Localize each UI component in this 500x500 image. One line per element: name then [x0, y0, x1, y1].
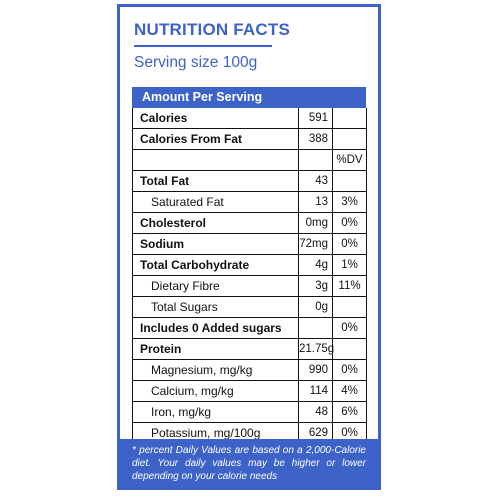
nutrition-label: NUTRITION FACTS Serving size 100g Amount… [117, 4, 381, 490]
nutrient-dv: 3% [333, 192, 367, 212]
nutrient-dv [333, 129, 367, 149]
serving-size: Serving size 100g [134, 54, 258, 71]
nutrient-name: Cholesterol [133, 213, 299, 233]
nutrient-name: Saturated Fat [133, 192, 299, 212]
nutrient-amount: 48 [299, 402, 333, 422]
nutrient-amount: 0mg [299, 213, 333, 233]
daily-value-footnote: * percent Daily Values are based on a 2,… [120, 439, 378, 487]
nutrient-row: Total Carbohydrate 4g 1% [133, 255, 367, 276]
nutrient-amount: 3g [299, 276, 333, 296]
nutrient-dv: 0% [333, 360, 367, 380]
nutrient-dv: 0% [333, 213, 367, 233]
nutrient-dv [333, 108, 367, 128]
nutrient-amount: 21.75g [299, 339, 334, 359]
nutrient-name: Magnesium, mg/kg [133, 360, 299, 380]
nutrient-amount: 990 [299, 360, 333, 380]
amount-per-serving-header: Amount Per Serving [132, 87, 366, 108]
nutrient-amount: 72mg [299, 234, 333, 254]
nutrient-dv: 0% [333, 318, 367, 338]
nutrient-amount: 0g [299, 297, 333, 317]
nutrient-dv [333, 297, 367, 317]
nutrient-amount [299, 318, 333, 338]
nutrient-row: Protein 21.75g [133, 339, 367, 360]
nutrient-row: Saturated Fat 13 3% [133, 192, 367, 213]
nutrient-amount: 43 [299, 171, 333, 191]
nutrient-row: Total Sugars 0g [133, 297, 367, 318]
nutrient-row: Magnesium, mg/kg 990 0% [133, 360, 367, 381]
nutrient-amount: 591 [299, 108, 333, 128]
nutrient-row: Sodium 72mg 0% [133, 234, 367, 255]
nutrient-name: Calcium, mg/kg [133, 381, 299, 401]
nutrient-row: %DV [133, 150, 367, 171]
nutrient-amount: 114 [299, 381, 333, 401]
nutrient-name: Includes 0 Added sugars [133, 318, 299, 338]
nutrient-dv: 6% [333, 402, 367, 422]
nutrient-name: Total Carbohydrate [133, 255, 299, 275]
nutrient-amount: 4g [299, 255, 333, 275]
nutrient-dv: 4% [333, 381, 367, 401]
nutrient-amount: 629 [299, 423, 333, 443]
nutrient-amount: 388 [299, 129, 333, 149]
nutrient-dv: 0% [333, 234, 367, 254]
nutrient-name: Calories [133, 108, 299, 128]
nutrient-row: Iron, mg/kg 48 6% [133, 402, 367, 423]
label-title: NUTRITION FACTS [134, 20, 290, 39]
nutrient-name: Dietary Fibre [133, 276, 299, 296]
nutrient-amount [299, 150, 333, 170]
nutrient-dv: 0% [333, 423, 367, 443]
nutrient-row: Includes 0 Added sugars 0% [133, 318, 367, 339]
nutrient-name [133, 150, 299, 170]
nutrient-amount: 13 [299, 192, 333, 212]
nutrient-row: Cholesterol 0mg 0% [133, 213, 367, 234]
nutrient-name: Calories From Fat [133, 129, 299, 149]
nutrient-name: Total Fat [133, 171, 299, 191]
nutrient-dv: 1% [333, 255, 367, 275]
nutrient-row: Dietary Fibre 3g 11% [133, 276, 367, 297]
nutrient-name: Total Sugars [133, 297, 299, 317]
title-underline [134, 45, 272, 47]
nutrient-row: Calories From Fat 388 [133, 129, 367, 150]
nutrition-table: Calories 591 Calories From Fat 388 %DV Total … [132, 108, 367, 444]
nutrient-name: Sodium [133, 234, 299, 254]
nutrient-row: Calories 591 [133, 108, 367, 129]
nutrient-row: Calcium, mg/kg 114 4% [133, 381, 367, 402]
nutrient-name: Potassium, mg/100g [133, 423, 299, 443]
nutrient-dv [333, 339, 367, 359]
nutrient-dv: 11% [333, 276, 367, 296]
nutrient-dv [333, 171, 367, 191]
nutrient-row: Total Fat 43 [133, 171, 367, 192]
nutrient-name: Iron, mg/kg [133, 402, 299, 422]
nutrient-dv: %DV [333, 150, 367, 170]
nutrient-name: Protein [133, 339, 299, 359]
